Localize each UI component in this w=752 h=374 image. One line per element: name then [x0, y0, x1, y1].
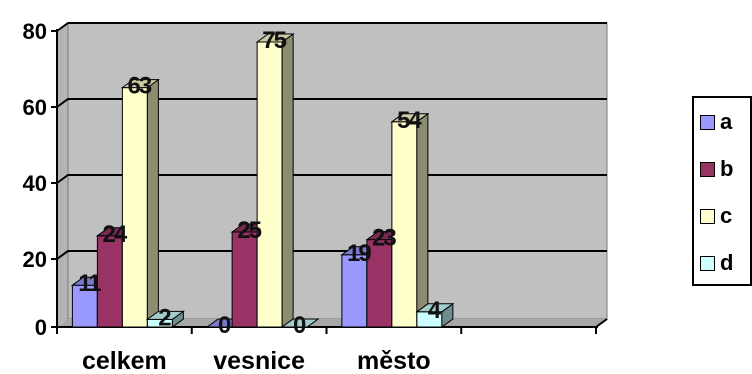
bar-c-město — [391, 121, 418, 328]
data-label: 11 — [78, 270, 101, 297]
bar-top-c-vesnice — [255, 33, 295, 43]
bar-b-vesnice — [231, 231, 258, 328]
data-label: 75 — [262, 27, 286, 54]
x-tick-label: vesnice — [213, 347, 305, 374]
side-wall — [57, 23, 68, 327]
x-axis-edge — [595, 318, 608, 328]
bar-side-c-město — [416, 112, 429, 328]
legend-label-d: d — [720, 250, 734, 275]
bar-a-město — [341, 254, 368, 328]
x-tick-label: město — [357, 347, 431, 374]
data-label: 63 — [128, 73, 152, 100]
bar-c-celkem — [121, 87, 148, 328]
data-label: 23 — [372, 225, 396, 252]
data-label: 24 — [103, 221, 128, 248]
legend-item-d: d — [700, 249, 733, 277]
y-tick-label: 40 — [23, 171, 47, 196]
legend-swatch-b — [700, 161, 715, 177]
bar-top-d-celkem — [145, 310, 185, 320]
legend-swatch-a — [700, 114, 715, 130]
legend-item-a: a — [700, 108, 732, 136]
legend-label-c: c — [720, 203, 733, 228]
bar-side-c-vesnice — [281, 33, 294, 328]
data-label: 0 — [218, 312, 231, 339]
gridline — [56, 22, 607, 32]
legend-label-a: a — [720, 109, 733, 134]
legend-swatch-c — [700, 208, 715, 224]
legend-label-b: b — [720, 156, 734, 181]
bar-a-celkem — [71, 284, 98, 328]
y-tick-label: 20 — [23, 247, 47, 272]
data-label: 0 — [293, 312, 306, 339]
bar-top-c-celkem — [120, 79, 160, 89]
data-label: 19 — [347, 240, 371, 267]
bars — [70, 33, 455, 328]
y-tick-label: 80 — [23, 19, 47, 44]
legend-swatch-d — [700, 255, 715, 271]
bar-b-celkem — [96, 235, 123, 328]
bar-side-c-celkem — [146, 78, 159, 328]
bar-c-vesnice — [256, 41, 283, 328]
bar-b-město — [366, 239, 393, 328]
y-tick-labels: 0 20 40 60 80 — [23, 19, 47, 340]
data-label: 2 — [158, 304, 171, 331]
data-label: 25 — [237, 217, 261, 244]
y-tick-label: 0 — [35, 315, 47, 340]
bar-top-d-vesnice — [280, 318, 320, 328]
x-tick-labels: celkem vesnice město — [82, 347, 431, 374]
gridline — [56, 98, 607, 108]
legend: a b c d — [692, 96, 752, 286]
bar-top-d-město — [415, 303, 455, 313]
floor — [57, 319, 607, 327]
data-label: 54 — [397, 107, 422, 134]
legend-item-c: c — [700, 202, 732, 230]
y-tick-label: 60 — [23, 95, 47, 120]
legend-item-b: b — [700, 155, 733, 183]
x-tick-label: celkem — [82, 347, 167, 374]
bar-top-c-město — [390, 113, 430, 123]
